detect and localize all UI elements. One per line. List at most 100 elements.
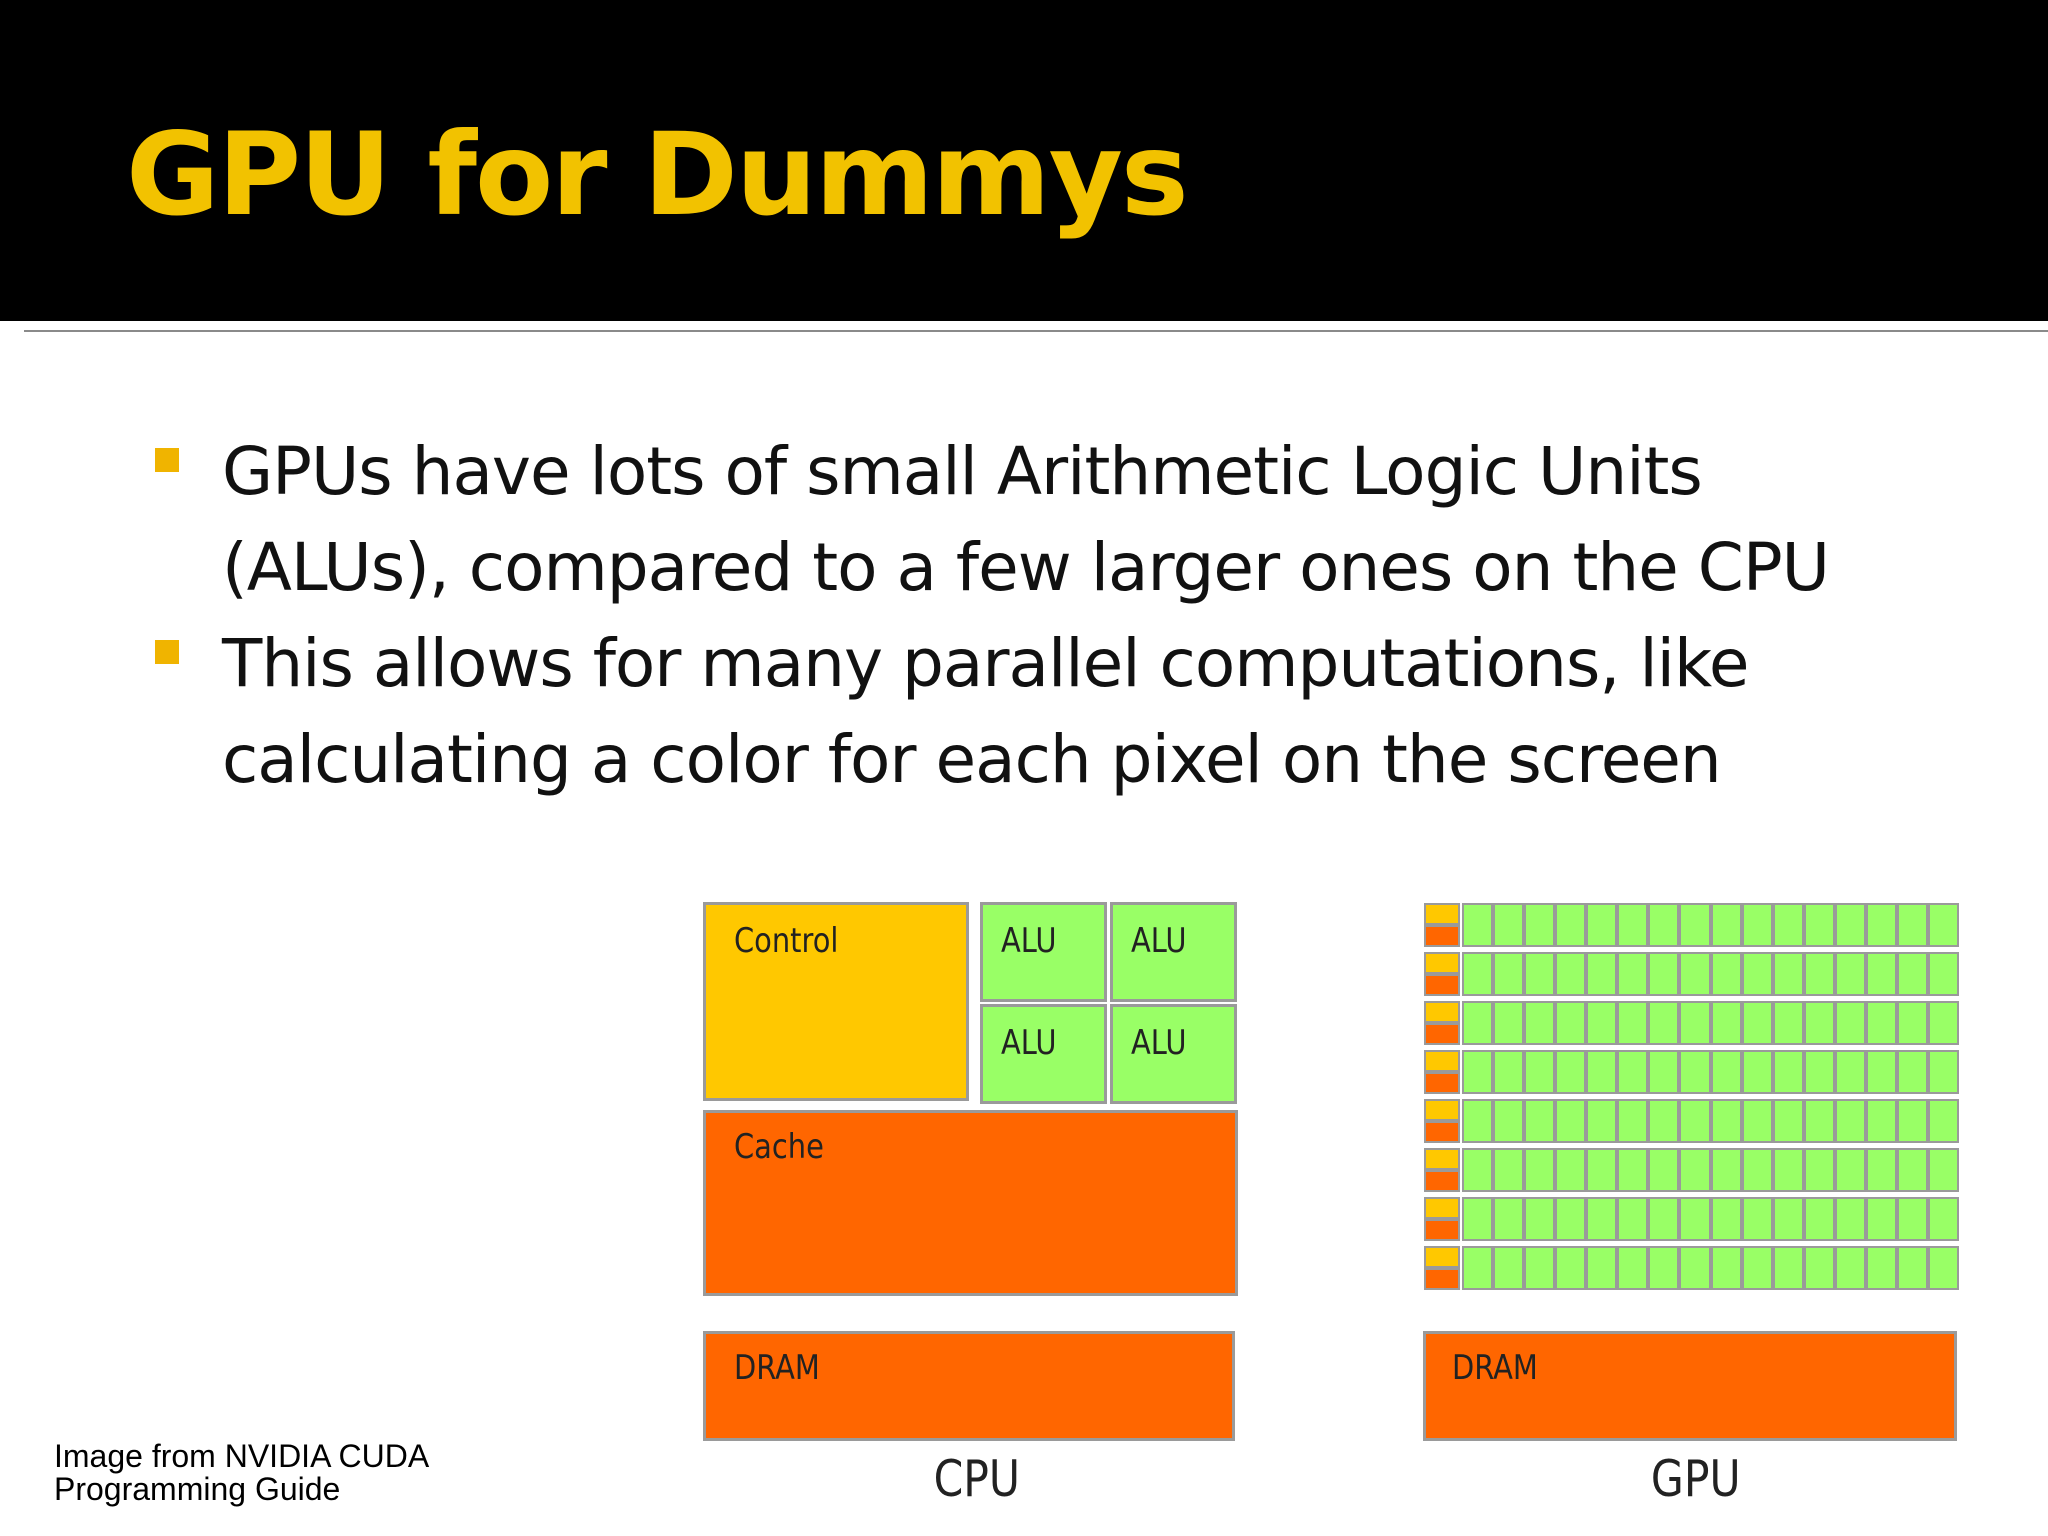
bullet-marker-1 bbox=[155, 448, 179, 472]
cpu-alu-block: ALU bbox=[980, 902, 1107, 1002]
gpu-alu-cell bbox=[1803, 952, 1835, 996]
cpu-cache-block: Cache bbox=[703, 1110, 1238, 1296]
gpu-alu-cell bbox=[1555, 1197, 1587, 1241]
gpu-alu-cell bbox=[1586, 1197, 1618, 1241]
gpu-cache-cell bbox=[1424, 1268, 1460, 1290]
gpu-cache-cell bbox=[1424, 925, 1460, 947]
gpu-alu-cell bbox=[1803, 1001, 1835, 1045]
gpu-alu-cell bbox=[1617, 1050, 1649, 1094]
gpu-alu-cell bbox=[1896, 952, 1928, 996]
gpu-alu-cell bbox=[1710, 1197, 1742, 1241]
title-divider bbox=[24, 330, 2048, 332]
gpu-alu-cell bbox=[1834, 952, 1866, 996]
gpu-alu-cell bbox=[1927, 1148, 1959, 1192]
gpu-alu-cell bbox=[1741, 1099, 1773, 1143]
gpu-alu-cell bbox=[1493, 1197, 1525, 1241]
gpu-alu-cell bbox=[1803, 1148, 1835, 1192]
cpu-alu-block: ALU bbox=[1110, 1004, 1237, 1104]
gpu-alu-cell bbox=[1648, 1148, 1680, 1192]
gpu-alu-cell bbox=[1493, 903, 1525, 947]
gpu-alu-cell bbox=[1865, 1099, 1897, 1143]
gpu-alu-cell bbox=[1617, 1099, 1649, 1143]
gpu-cache-cell bbox=[1424, 1072, 1460, 1094]
gpu-alu-cell bbox=[1462, 1246, 1494, 1290]
gpu-alu-cell bbox=[1462, 1050, 1494, 1094]
cpu-alu-block: ALU bbox=[1110, 902, 1237, 1002]
gpu-alu-cell bbox=[1555, 952, 1587, 996]
gpu-alu-cell bbox=[1927, 1099, 1959, 1143]
gpu-alu-cell bbox=[1710, 1050, 1742, 1094]
title-bar: GPU for Dummys bbox=[0, 0, 2048, 321]
gpu-alu-cell bbox=[1462, 1197, 1494, 1241]
gpu-alu-cell bbox=[1555, 1148, 1587, 1192]
gpu-alu-cell bbox=[1834, 903, 1866, 947]
gpu-alu-cell bbox=[1896, 1050, 1928, 1094]
gpu-alu-cell bbox=[1555, 903, 1587, 947]
gpu-alu-cell bbox=[1834, 1197, 1866, 1241]
bullet-1-line-2: (ALUs), compared to a few larger ones on… bbox=[222, 529, 1830, 606]
gpu-alu-cell bbox=[1617, 903, 1649, 947]
gpu-alu-cell bbox=[1927, 1197, 1959, 1241]
gpu-alu-cell bbox=[1524, 1197, 1556, 1241]
gpu-alu-cell bbox=[1772, 1001, 1804, 1045]
gpu-control-cell bbox=[1424, 903, 1460, 925]
gpu-alu-cell bbox=[1586, 903, 1618, 947]
gpu-cache-cell bbox=[1424, 1121, 1460, 1143]
gpu-alu-cell bbox=[1803, 1246, 1835, 1290]
gpu-alu-cell bbox=[1896, 1197, 1928, 1241]
gpu-alu-cell bbox=[1834, 1001, 1866, 1045]
gpu-alu-cell bbox=[1679, 1148, 1711, 1192]
gpu-alu-cell bbox=[1834, 1246, 1866, 1290]
gpu-alu-cell bbox=[1462, 1148, 1494, 1192]
gpu-alu-cell bbox=[1617, 1001, 1649, 1045]
gpu-alu-cell bbox=[1772, 952, 1804, 996]
gpu-control-cell bbox=[1424, 1099, 1460, 1121]
gpu-alu-cell bbox=[1586, 1001, 1618, 1045]
gpu-alu-cell bbox=[1896, 1001, 1928, 1045]
gpu-alu-cell bbox=[1865, 1197, 1897, 1241]
gpu-alu-cell bbox=[1493, 1050, 1525, 1094]
gpu-alu-cell bbox=[1524, 1099, 1556, 1143]
gpu-alu-cell bbox=[1710, 1246, 1742, 1290]
gpu-alu-cell bbox=[1648, 1197, 1680, 1241]
gpu-alu-cell bbox=[1617, 1148, 1649, 1192]
gpu-alu-cell bbox=[1617, 952, 1649, 996]
cpu-control-label: Control bbox=[734, 921, 839, 961]
gpu-alu-cell bbox=[1679, 1099, 1711, 1143]
gpu-alu-cell bbox=[1493, 1099, 1525, 1143]
gpu-alu-cell bbox=[1772, 1148, 1804, 1192]
gpu-alu-cell bbox=[1493, 1148, 1525, 1192]
image-credit-line-2: Programming Guide bbox=[54, 1471, 341, 1507]
gpu-alu-cell bbox=[1648, 1050, 1680, 1094]
gpu-alu-cell bbox=[1524, 1148, 1556, 1192]
gpu-alu-cell bbox=[1927, 1001, 1959, 1045]
cpu-dram-block: DRAM bbox=[703, 1331, 1235, 1441]
gpu-cache-cell bbox=[1424, 1023, 1460, 1045]
gpu-alu-cell bbox=[1710, 952, 1742, 996]
gpu-alu-cell bbox=[1865, 1246, 1897, 1290]
gpu-alu-cell bbox=[1896, 1148, 1928, 1192]
gpu-alu-cell bbox=[1710, 903, 1742, 947]
gpu-alu-cell bbox=[1524, 1001, 1556, 1045]
gpu-alu-cell bbox=[1710, 1001, 1742, 1045]
gpu-alu-cell bbox=[1679, 1001, 1711, 1045]
gpu-alu-cell bbox=[1896, 1099, 1928, 1143]
gpu-cache-cell bbox=[1424, 1170, 1460, 1192]
gpu-alu-cell bbox=[1927, 1050, 1959, 1094]
gpu-alu-cell bbox=[1741, 1148, 1773, 1192]
gpu-alu-cell bbox=[1462, 952, 1494, 996]
gpu-alu-cell bbox=[1555, 1099, 1587, 1143]
cpu-cache-label: Cache bbox=[734, 1127, 824, 1167]
gpu-alu-cell bbox=[1462, 1099, 1494, 1143]
gpu-alu-cell bbox=[1648, 903, 1680, 947]
gpu-alu-cell bbox=[1679, 952, 1711, 996]
gpu-alu-cell bbox=[1710, 1099, 1742, 1143]
gpu-alu-cell bbox=[1586, 1148, 1618, 1192]
gpu-caption: GPU bbox=[1650, 1450, 1741, 1508]
gpu-alu-cell bbox=[1896, 1246, 1928, 1290]
gpu-cache-cell bbox=[1424, 974, 1460, 996]
gpu-alu-cell bbox=[1865, 1050, 1897, 1094]
gpu-alu-cell bbox=[1493, 1246, 1525, 1290]
gpu-control-cell bbox=[1424, 1148, 1460, 1170]
gpu-alu-cell bbox=[1462, 1001, 1494, 1045]
